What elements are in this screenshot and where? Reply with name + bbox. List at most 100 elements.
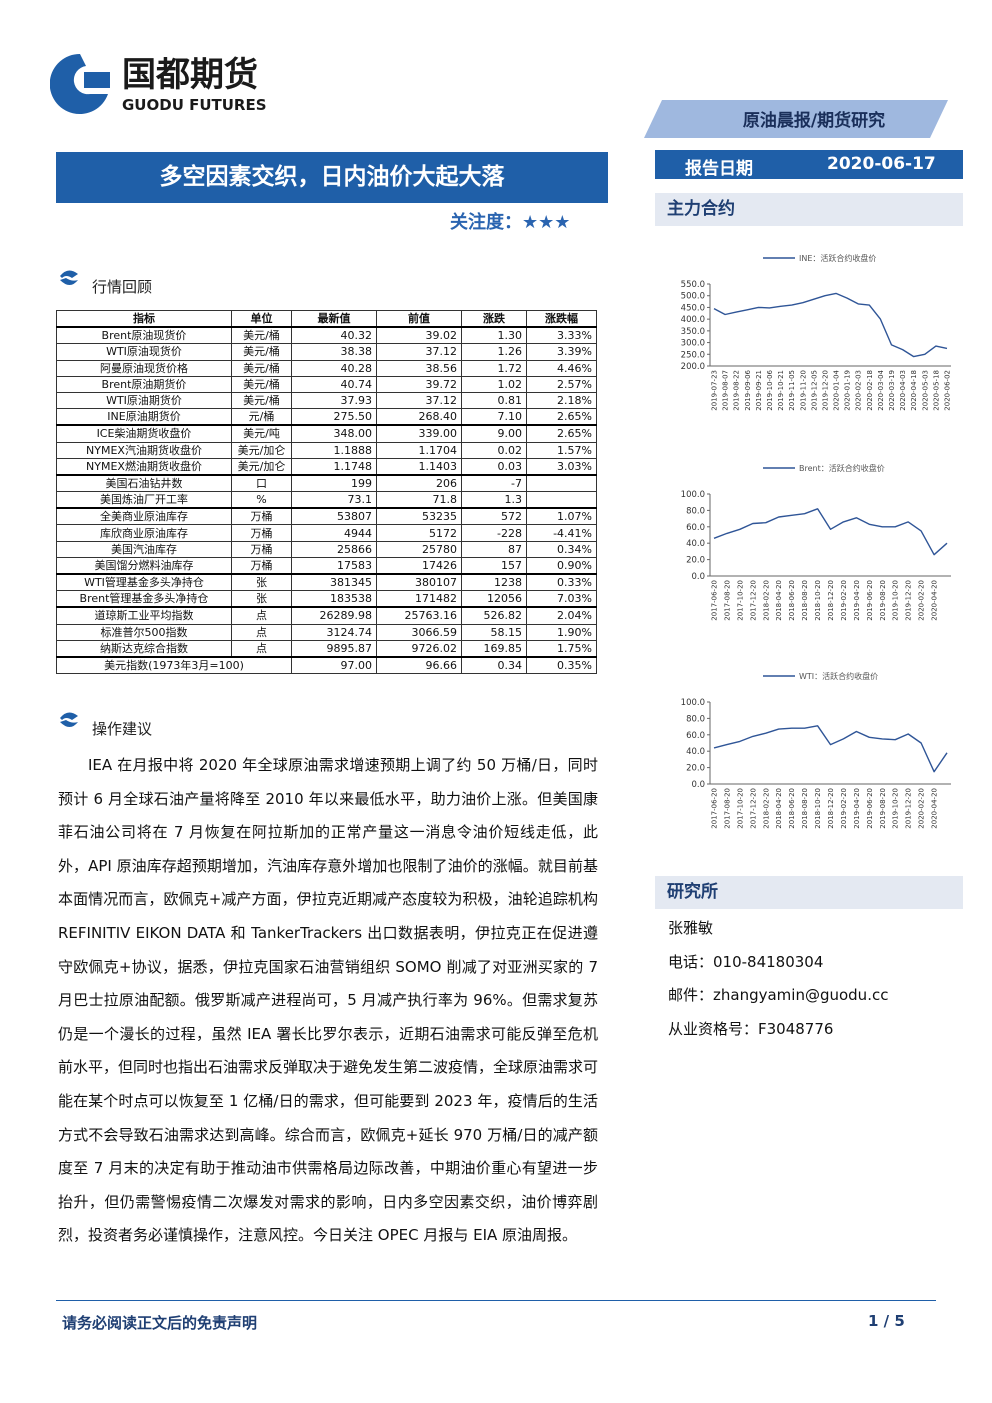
x-tick-label: 2020-01-04 [833, 369, 841, 410]
table-cell: NYMEX汽油期货收盘价 [56, 441, 232, 459]
table-cell: 张 [231, 590, 292, 608]
x-tick-label: 2019-08-20 [879, 788, 887, 829]
table-cell: 1.90% [526, 623, 597, 641]
table-cell: 39.72 [376, 375, 462, 393]
table-cell: WTI管理基金多头净持仓 [56, 573, 232, 592]
y-tick-label: 200.0 [681, 362, 705, 372]
table-cell: 口 [231, 473, 292, 493]
table-cell: 3066.59 [376, 623, 462, 641]
table-cell: 0.81 [461, 391, 527, 410]
table-cell: 点 [231, 606, 292, 625]
table-cell: 58.15 [461, 623, 527, 641]
table-cell: 26289.98 [291, 606, 377, 625]
table-cell: 348.00 [291, 424, 377, 443]
x-tick-label: 2019-02-20 [840, 788, 848, 829]
table-cell: 1.57% [526, 441, 597, 459]
x-tick-label: 2020-04-03 [899, 370, 907, 411]
table-row: 纳斯达克综合指数点 9895.87 9726.02 169.85 1.75% [56, 639, 597, 658]
y-tick-label: 60.0 [686, 731, 705, 741]
x-tick-label: 2019-06-20 [866, 788, 874, 829]
contact: 张雅敏 电话：010-84180304 邮件：zhangyamin@guodu.… [668, 912, 888, 1046]
table-cell: 3.33% [526, 326, 597, 345]
x-tick-label: 2018-12-20 [827, 580, 835, 621]
date-label: 报告日期 [685, 159, 753, 179]
table-row: 美国馏分燃料油库存 万桶 17583 17426 157 0.90% [56, 556, 597, 575]
table-cell: 万桶 [231, 507, 292, 526]
x-tick-label: 2018-08-20 [801, 580, 809, 621]
x-tick-label: 2017-06-20 [711, 788, 719, 829]
logo-mark [84, 72, 110, 88]
x-tick-label: 2018-06-20 [788, 580, 796, 621]
table-cell: 25866 [291, 540, 377, 558]
table-row: NYMEX汽油期货收盘价 美元/加仑 1.1888 1.1704 0.02 1.57% [56, 441, 597, 459]
y-tick-label: 300.0 [681, 339, 705, 349]
market-table: 指标 单位 最新值 前值 涨跌 涨跌幅 Brent原油现货价 美元/桶 40.32 39.02 1.… [56, 310, 597, 675]
license: 从业资格号：F3048776 [668, 1019, 834, 1038]
date: 2020-06-17 [827, 154, 936, 174]
table-cell: 美元/桶 [231, 359, 292, 377]
y-tick-label: 20.0 [686, 556, 705, 566]
table-cell: 25780 [376, 540, 462, 558]
x-tick-label: 2019-12-20 [905, 788, 913, 829]
header-cell: 涨跌 [461, 310, 527, 328]
table-row: WTI管理基金多头净持仓张 381345 380107 1238 0.33% [56, 573, 597, 592]
table-cell: 526.82 [461, 606, 527, 625]
table-cell: 53807 [291, 507, 377, 526]
table-cell: 73.1 [291, 491, 377, 509]
chart: WTI：活跃合约收盘价 0.0 20.0 40.0 60.0 80.0 100.0 2017-… [681, 671, 951, 829]
table-cell [526, 473, 597, 493]
title: 多空因素交织，日内油价大起大落 [159, 164, 505, 190]
table-cell: 万桶 [231, 540, 292, 558]
y-tick-label: 500.0 [681, 292, 705, 302]
table-row: WTI原油期货价 美元/桶 37.93 37.12 0.81 2.18% [56, 391, 597, 410]
table-row: WTI原油现货价 美元/桶 38.38 37.12 1.26 3.39% [56, 343, 597, 361]
table-cell: 7.03% [526, 590, 597, 608]
x-tick-label: 2020-06-02 [944, 370, 952, 411]
y-tick-label: 80.0 [686, 506, 705, 516]
main-contract: 主力合约 [667, 199, 735, 219]
x-tick-label: 2019-08-07 [722, 370, 730, 411]
x-tick-label: 2019-04-20 [853, 788, 861, 829]
header-cell: 涨跌幅 [526, 310, 597, 328]
x-tick-label: 2019-04-20 [853, 580, 861, 621]
header-cell: 单位 [231, 310, 292, 328]
footer-rule [56, 1300, 936, 1301]
table-row: INE原油期货价 元/桶 275.50 268.40 7.10 2.65% [56, 408, 597, 426]
table-cell: -7 [461, 473, 527, 493]
table-cell: 道琼斯工业平均指数 [56, 606, 232, 625]
table-cell: 53235 [376, 507, 462, 526]
table-cell: Brent原油期货价 [56, 375, 232, 393]
table-row: 美元指数(1973年3月=100) 97.00 96.66 0.34 0.35% [56, 655, 597, 675]
header-row: 指标 单位 最新值 前值 涨跌 涨跌幅 [56, 310, 597, 328]
table-cell: 美国汽油库存 [56, 540, 232, 558]
section-title: 操作建议 [92, 720, 153, 738]
x-tick-label: 2019-11-05 [788, 370, 796, 411]
table-cell: 点 [231, 623, 292, 641]
table-cell: 1.26 [461, 343, 527, 361]
table-cell: 572 [461, 507, 527, 526]
data-line [713, 508, 948, 556]
table-cell: 标准普尔500指数 [56, 623, 232, 641]
header-cell: 最新值 [291, 310, 377, 328]
table-cell: 25763.16 [376, 606, 462, 625]
table-cell: 38.56 [376, 359, 462, 377]
table-cell: 美国炼油厂开工率 [56, 491, 232, 509]
table-cell: -4.41% [526, 524, 597, 542]
table-cell: 2.18% [526, 391, 597, 410]
table-cell: 37.12 [376, 343, 462, 361]
table-cell: 1.30 [461, 326, 527, 345]
table-cell: 库欣商业原油库存 [56, 524, 232, 542]
table-cell: 美元/桶 [231, 375, 292, 393]
table-cell: 0.02 [461, 441, 527, 459]
x-tick-label: 2019-12-20 [905, 580, 913, 621]
table-cell: 1238 [461, 573, 527, 592]
research-bar: 研究所 [655, 876, 963, 909]
data-line [713, 725, 948, 773]
section-icon [60, 712, 78, 727]
x-tick-label: 2018-08-20 [801, 788, 809, 829]
x-tick-label: 2020-02-18 [866, 370, 874, 411]
table-cell: 1.3 [461, 491, 527, 509]
x-tick-label: 2019-09-21 [755, 370, 763, 411]
